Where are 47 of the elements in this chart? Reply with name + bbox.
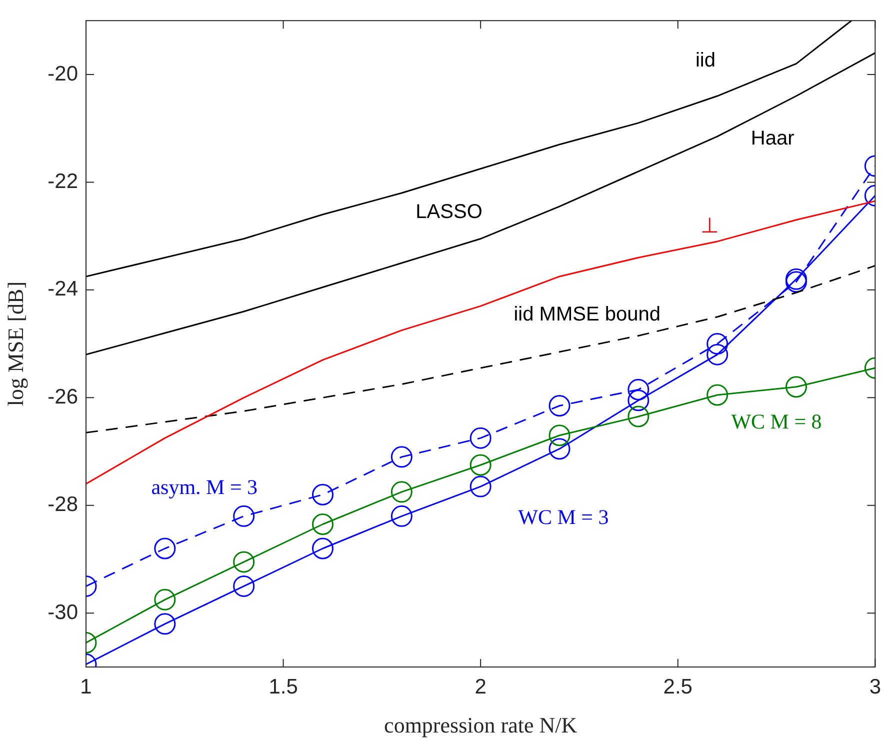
y-tick-label: -30	[48, 600, 78, 624]
point	[312, 538, 334, 560]
series-label: asym. M = 3	[151, 474, 258, 499]
annotation: LASSO	[416, 200, 482, 223]
x-tick-label: 1	[80, 675, 92, 698]
y-tick-label: -24	[48, 278, 78, 301]
point	[390, 505, 412, 527]
point	[628, 378, 650, 400]
point	[233, 551, 255, 573]
point	[154, 588, 176, 610]
point	[706, 344, 728, 366]
point	[628, 390, 650, 412]
point	[785, 376, 807, 398]
y-tick-label: -28	[48, 493, 78, 516]
point	[628, 406, 650, 428]
point	[706, 384, 728, 406]
point	[312, 484, 334, 506]
y-tick-label: -26	[48, 385, 78, 408]
point	[548, 438, 570, 460]
y-tick-label: -22	[48, 170, 78, 193]
y-axis-title: log MSE [dB]	[2, 281, 28, 406]
point	[548, 424, 570, 446]
series-label: ⊥	[700, 214, 718, 238]
point	[154, 613, 176, 635]
line-series	[86, 264, 876, 434]
x-tick-label: 1.5	[268, 675, 298, 698]
point	[154, 538, 176, 560]
series-label: Haar	[750, 128, 795, 150]
x-tick-label: 2.5	[663, 675, 692, 698]
point	[470, 454, 492, 476]
point	[390, 446, 412, 468]
series-label: WC M = 8	[731, 409, 822, 434]
point	[233, 575, 255, 597]
point	[470, 427, 492, 449]
x-tick-label: 2	[474, 675, 486, 698]
point	[390, 481, 412, 503]
x-axis-title: compression rate N/K	[384, 712, 578, 738]
point	[470, 476, 492, 498]
point	[233, 505, 255, 527]
series-label: iid MMSE bound	[514, 304, 660, 326]
series-label: WC M = 3	[518, 504, 609, 529]
point	[706, 333, 728, 355]
point	[312, 514, 334, 536]
point	[548, 394, 570, 416]
y-tick-label: -20	[48, 62, 78, 86]
x-tick-label: 3	[869, 675, 882, 698]
series-label: iid	[695, 50, 716, 72]
